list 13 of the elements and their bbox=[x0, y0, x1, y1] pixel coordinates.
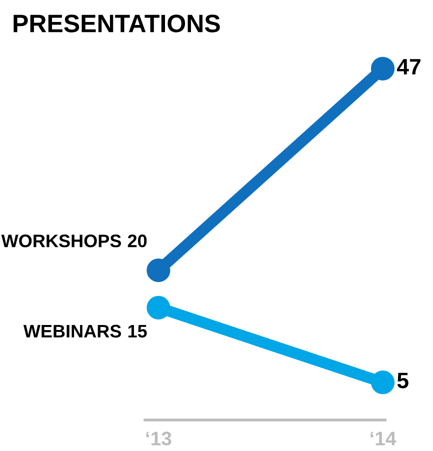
data-label: 15 bbox=[128, 324, 147, 338]
series-label: WORKSHOPS bbox=[1, 234, 121, 248]
data-label: 20 bbox=[128, 234, 147, 248]
point bbox=[370, 370, 395, 394]
point bbox=[370, 56, 395, 80]
point bbox=[146, 296, 170, 320]
chart-title: PRESENTATIONS bbox=[14, 14, 220, 32]
data-label: 47 bbox=[396, 59, 420, 74]
x-tick-label: ‘14 bbox=[370, 432, 396, 446]
point bbox=[146, 258, 170, 282]
data-label: 5 bbox=[397, 372, 408, 388]
series-label: WEBINARS bbox=[23, 324, 121, 338]
x-tick-label: ‘13 bbox=[146, 432, 172, 446]
